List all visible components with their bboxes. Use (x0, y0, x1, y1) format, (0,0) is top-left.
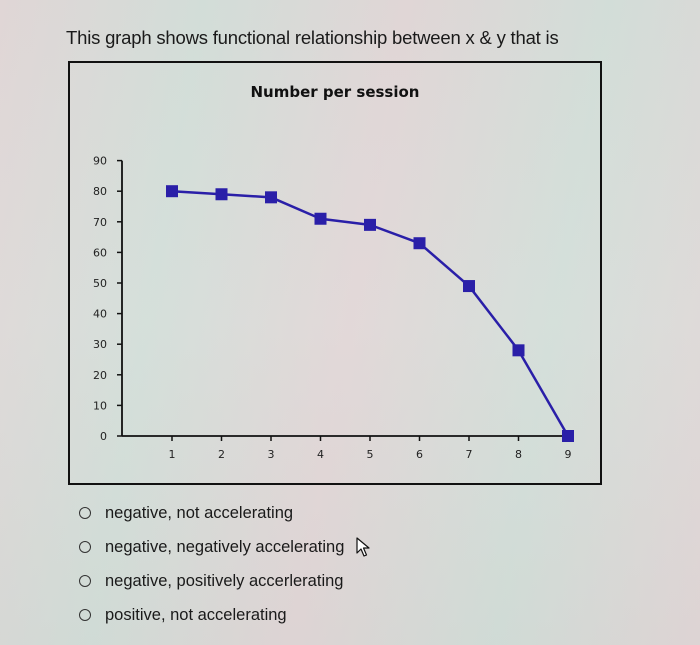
y-tick-label: 20 (93, 369, 107, 382)
data-point-marker (562, 430, 574, 442)
option-label: negative, positively accerlerating (105, 571, 344, 590)
option-4[interactable]: positive, not accelerating (79, 598, 344, 632)
y-tick-label: 10 (93, 399, 107, 412)
data-point-marker (215, 188, 228, 201)
x-tick-label: 4 (317, 448, 324, 461)
y-tick-label: 30 (93, 338, 107, 351)
x-tick-label: 6 (416, 448, 423, 461)
x-tick-label: 7 (466, 448, 473, 461)
y-tick-label: 70 (93, 216, 107, 229)
x-tick-label: 3 (268, 448, 275, 461)
question-text: This graph shows functional relationship… (66, 27, 559, 48)
y-tick-label: 40 (93, 308, 107, 321)
x-axis-ticks: 1 2 3 4 5 6 7 8 9 (169, 436, 572, 461)
x-tick-label: 8 (515, 448, 522, 461)
x-tick-label: 2 (218, 448, 225, 461)
x-tick-label: 9 (565, 448, 572, 461)
radio-button[interactable] (79, 609, 91, 621)
chart-container: Number per session (68, 61, 602, 485)
option-1[interactable]: negative, not accelerating (79, 496, 344, 530)
radio-button[interactable] (79, 575, 91, 587)
data-point-marker (166, 185, 178, 198)
y-tick-label: 50 (93, 277, 107, 290)
option-3[interactable]: negative, positively accerlerating (79, 564, 344, 598)
x-tick-label: 5 (367, 448, 374, 461)
option-label: negative, negatively accelerating (105, 537, 345, 556)
chart-axes (121, 160, 570, 437)
option-label: positive, not accelerating (105, 605, 287, 624)
x-tick-label: 1 (169, 448, 176, 461)
data-point-marker (364, 218, 376, 231)
data-point-marker (413, 237, 426, 250)
option-2[interactable]: negative, negatively accelerating (79, 530, 344, 564)
y-tick-label: 90 (93, 155, 107, 168)
y-tick-label: 80 (93, 185, 107, 198)
data-point-marker (265, 191, 277, 204)
y-tick-label: 60 (93, 246, 107, 259)
radio-button[interactable] (79, 541, 91, 553)
radio-button[interactable] (79, 507, 91, 519)
answer-options: negative, not accelerating negative, neg… (79, 496, 344, 632)
data-point-marker (463, 280, 475, 293)
chart-title: Number per session (250, 83, 420, 101)
option-label: negative, not accelerating (105, 503, 294, 522)
data-point-marker (314, 212, 327, 225)
data-point-markers (166, 185, 574, 442)
y-tick-label: 0 (100, 430, 107, 443)
data-point-marker (512, 344, 525, 357)
y-axis-ticks: 0 10 20 30 40 50 60 70 80 90 (93, 155, 122, 443)
mouse-cursor-icon (356, 537, 370, 557)
